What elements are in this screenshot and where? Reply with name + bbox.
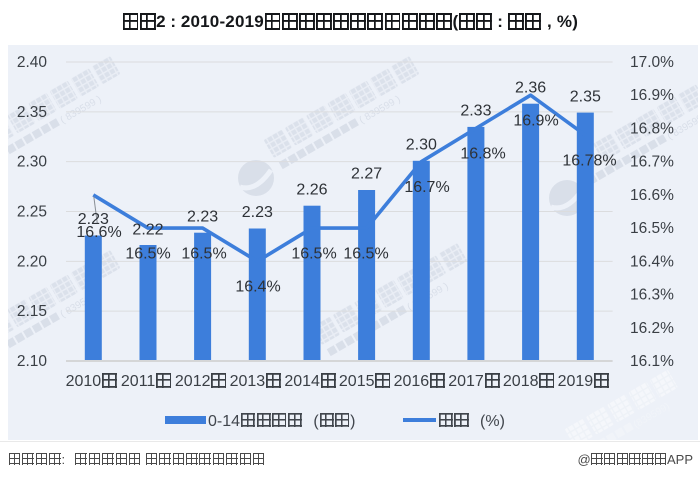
- svg-text:2.36: 2.36: [515, 79, 546, 96]
- svg-text:16.5%: 16.5%: [181, 245, 226, 262]
- svg-text:16.9%: 16.9%: [513, 112, 558, 129]
- svg-text:16.8%: 16.8%: [630, 120, 674, 137]
- svg-text:16.6%: 16.6%: [630, 187, 674, 204]
- svg-text:2.10: 2.10: [17, 353, 48, 370]
- svg-text:2.23: 2.23: [187, 208, 218, 225]
- svg-text:2.30: 2.30: [17, 154, 48, 171]
- svg-text:16.4%: 16.4%: [630, 253, 674, 270]
- svg-text:16.5%: 16.5%: [630, 220, 674, 237]
- svg-text:2.40: 2.40: [17, 54, 48, 71]
- svg-text:16.9%: 16.9%: [630, 87, 674, 104]
- svg-text:2.23: 2.23: [78, 211, 109, 228]
- svg-text:2.22: 2.22: [132, 222, 163, 239]
- svg-text:2.33: 2.33: [460, 103, 491, 120]
- svg-text:16.4%: 16.4%: [235, 279, 280, 296]
- svg-text:16.2%: 16.2%: [630, 320, 674, 337]
- svg-text:16.7%: 16.7%: [404, 179, 449, 196]
- svg-text:16.5%: 16.5%: [291, 245, 336, 262]
- svg-text:16.8%: 16.8%: [460, 146, 505, 163]
- svg-text:16.6%: 16.6%: [76, 224, 121, 241]
- svg-text:2.26: 2.26: [296, 181, 327, 198]
- svg-text:2.25: 2.25: [17, 204, 47, 221]
- svg-text:2.23: 2.23: [242, 204, 273, 221]
- svg-text:2.30: 2.30: [406, 137, 437, 154]
- svg-text:16.78%: 16.78%: [562, 152, 616, 169]
- svg-text:16.5%: 16.5%: [343, 245, 388, 262]
- svg-text:2.35: 2.35: [17, 104, 47, 121]
- svg-text:2.15: 2.15: [17, 303, 47, 320]
- svg-text:17.0%: 17.0%: [630, 54, 674, 71]
- svg-text:2.20: 2.20: [17, 253, 48, 270]
- svg-text:16.5%: 16.5%: [125, 245, 170, 262]
- svg-text:2.27: 2.27: [351, 166, 382, 183]
- svg-text:16.7%: 16.7%: [630, 154, 674, 171]
- svg-text:16.1%: 16.1%: [630, 353, 674, 370]
- svg-text:16.3%: 16.3%: [630, 287, 674, 304]
- svg-text:2.35: 2.35: [570, 88, 601, 105]
